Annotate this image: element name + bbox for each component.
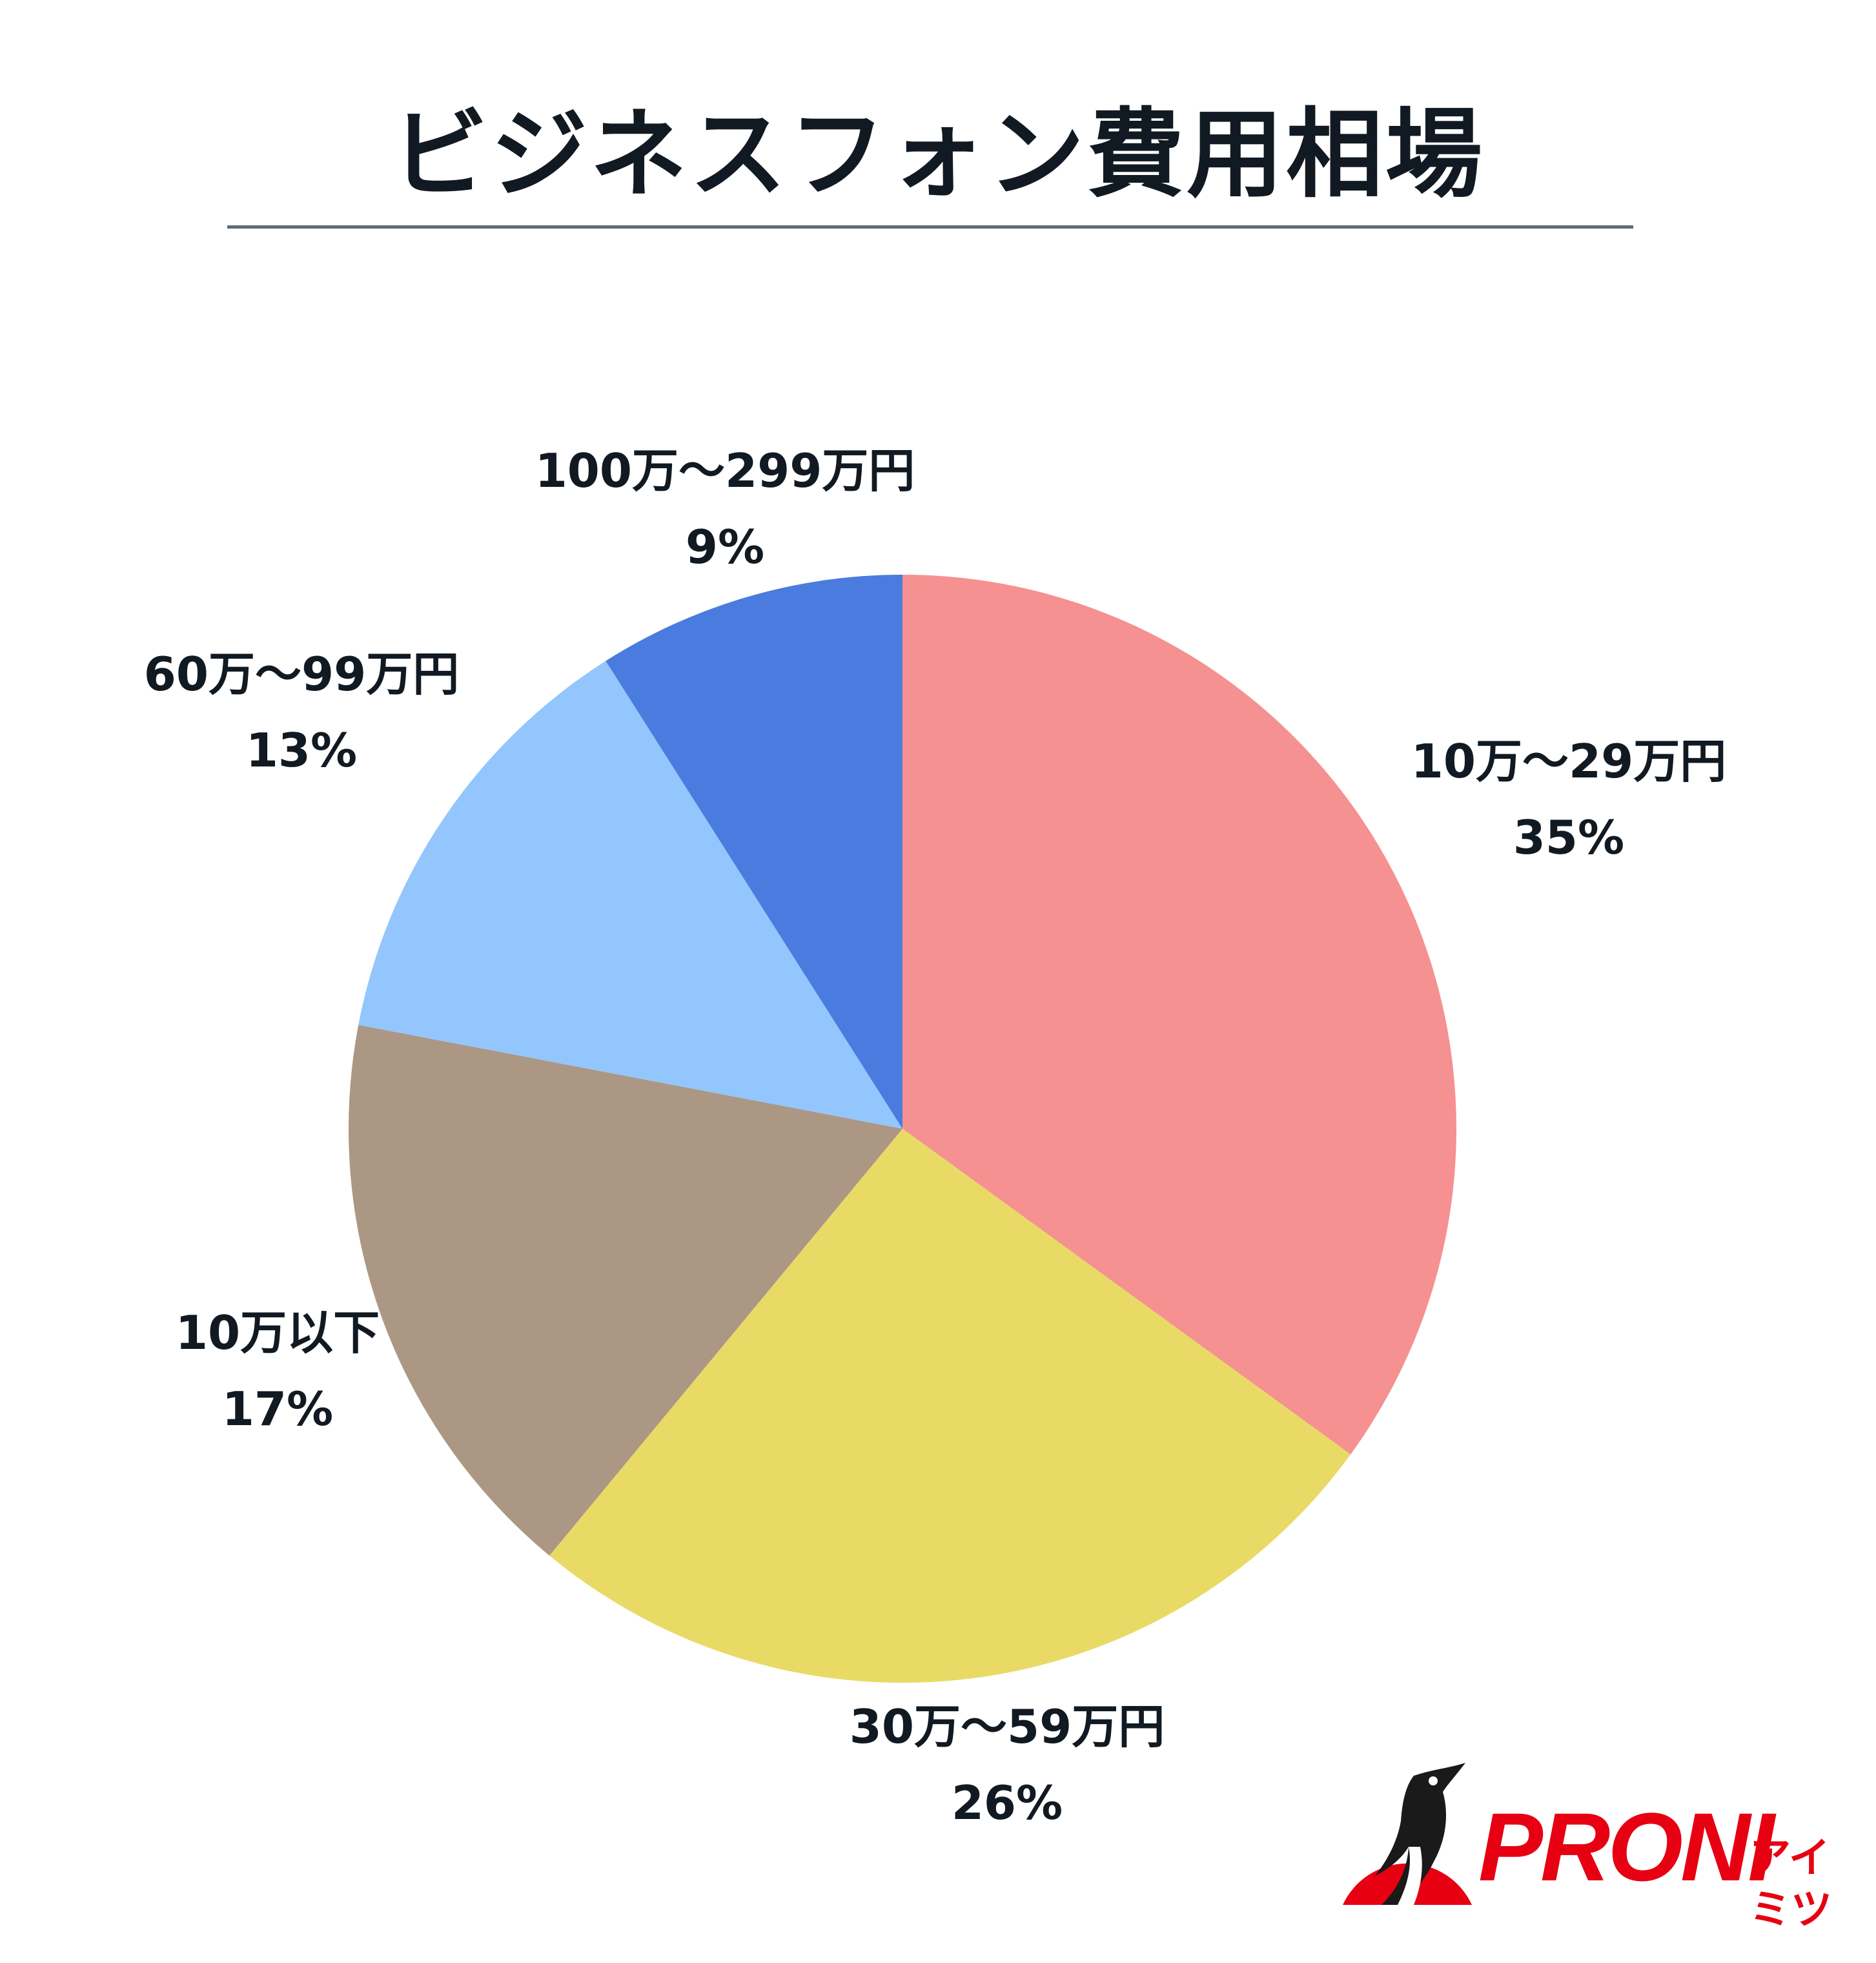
slice-label-under-10: 10万以下 17% [52,1295,504,1447]
slice-category: 30万～59万円 [849,1700,1165,1754]
slice-percent: 9% [685,520,765,574]
slice-category: 100万～299万円 [535,444,915,498]
logo-wordmark: PRONI [1478,1793,1775,1901]
slice-percent: 26% [951,1776,1063,1830]
slice-label-60-99: 60万～99万円 13% [76,636,527,788]
title-divider [227,225,1633,229]
slice-label-100-299: 100万～299万円 9% [499,433,951,585]
slice-category: 10万～29万円 [1411,734,1727,788]
pie-slice-3 [358,661,902,1129]
penguin-mark-icon [1343,1763,1472,1905]
logo-subtext: アイミツ [1749,1835,1832,1934]
slice-label-30-59: 30万～59万円 26% [781,1689,1233,1841]
slice-percent: 13% [245,723,358,777]
slice-label-10-29: 10万～29万円 35% [1343,723,1795,876]
slice-percent: 17% [221,1382,334,1436]
slice-category: 10万以下 [175,1306,380,1360]
slice-category: 60万～99万円 [143,647,460,701]
slice-percent: 35% [1513,810,1625,865]
pie-slice-1 [549,1129,1351,1683]
chart-title: ビジネスフォン費用相場 [391,99,1485,211]
pie-slice-2 [349,1025,902,1556]
proni-logo: PRONI アイミツ [1336,1756,1866,1934]
pie-slice-0 [902,574,1457,1455]
pie-slice-4 [606,575,902,1129]
